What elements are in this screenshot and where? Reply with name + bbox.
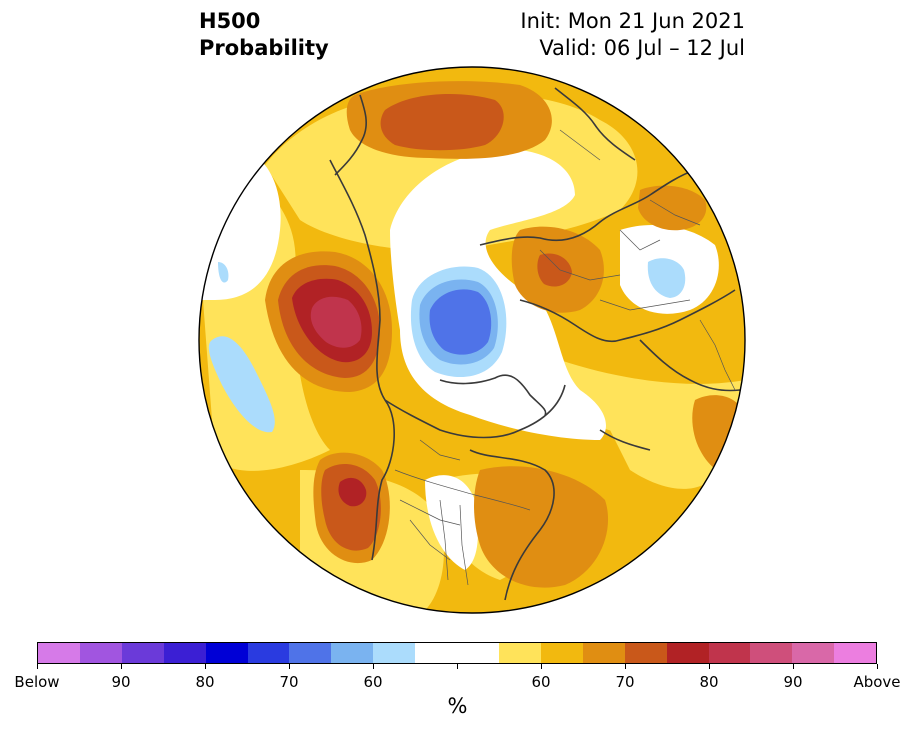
colorbar-tick-label: 60: [531, 673, 551, 691]
below-scandinavia: [647, 258, 686, 298]
product-title: Probability: [199, 36, 329, 60]
colorbar-tick-label: 70: [279, 673, 299, 691]
colorbar-cell: [582, 643, 625, 663]
colorbar-tick-label: 90: [111, 673, 131, 691]
variable-title: H500: [199, 9, 261, 33]
colorbar-cell: [540, 643, 583, 663]
colorbar-cell: [708, 643, 751, 663]
colorbar-tick: [540, 664, 542, 669]
below-pacific: [208, 336, 275, 433]
polar-probability-map: [198, 66, 746, 614]
above-westna-70: [321, 464, 381, 551]
valid-range: Valid: 06 Jul – 12 Jul: [539, 36, 745, 60]
init-date: Init: Mon 21 Jun 2021: [520, 9, 745, 33]
map-boundary: [198, 66, 746, 614]
colorbar-cell: [373, 643, 416, 663]
political-borders: [394, 129, 736, 586]
below-arctic-70: [429, 289, 492, 355]
below-pacific-small: [218, 262, 229, 283]
colorbar-cell: [834, 643, 877, 663]
colorbar-tick: [36, 664, 38, 669]
colorbar-cell: [415, 643, 458, 663]
colorbar-cell: [498, 643, 541, 663]
colorbar-tick: [792, 664, 794, 669]
colorbar-cell: [163, 643, 206, 663]
above-westna-75: [338, 477, 367, 507]
date-block: Init: Mon 21 Jun 2021 Valid: 06 Jul – 12…: [520, 8, 745, 62]
colorbar-cell: [666, 643, 709, 663]
colorbar-cell: [792, 643, 835, 663]
colorbar-tick-label: 70: [615, 673, 635, 691]
above-kamchatka-70: [380, 94, 504, 151]
colorbar-tick-label: 60: [363, 673, 383, 691]
colorbar-cell: [750, 643, 793, 663]
colorbar-tick: [372, 664, 374, 669]
colorbar-unit: %: [447, 694, 468, 718]
colorbar-tick: [876, 664, 878, 669]
above-atlantic-65: [474, 466, 609, 588]
colorbar-tick-label: 80: [195, 673, 215, 691]
colorbar-tick-label: Above: [853, 673, 901, 691]
above-siberia-70: [537, 253, 572, 287]
colorbar-cell: [331, 643, 374, 663]
above-pacific-80: [310, 296, 362, 348]
map-fill: [199, 67, 745, 613]
colorbar-tick: [120, 664, 122, 669]
above-east-siberia-65: [638, 185, 707, 231]
colorbar-tick: [624, 664, 626, 669]
colorbar-cell: [121, 643, 164, 663]
colorbar-cell: [624, 643, 667, 663]
colorbar-tick: [708, 664, 710, 669]
colorbar: [37, 642, 877, 664]
colorbar-tick-label: 90: [783, 673, 803, 691]
colorbar-tick: [204, 664, 206, 669]
colorbar-tick: [456, 664, 458, 669]
coastlines: [329, 87, 741, 601]
colorbar-cell: [205, 643, 248, 663]
colorbar-cell: [38, 643, 80, 663]
colorbar-cell: [79, 643, 122, 663]
colorbar-cell: [289, 643, 332, 663]
colorbar-tick: [288, 664, 290, 669]
light-yellow-ne-patch: [610, 426, 720, 489]
colorbar-tick-label: Below: [14, 673, 60, 691]
colorbar-cell: [247, 643, 290, 663]
title-block: H500 Probability: [199, 8, 329, 62]
colorbar-cell: [457, 643, 499, 663]
colorbar-tick-label: 80: [699, 673, 719, 691]
